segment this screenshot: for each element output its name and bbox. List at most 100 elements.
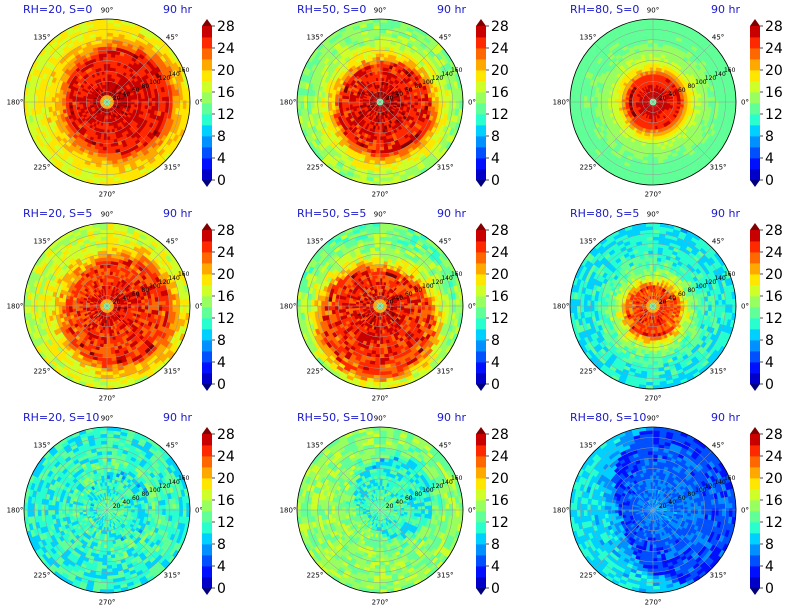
field-cell (381, 112, 384, 117)
field-cell (374, 160, 382, 165)
field-cell (384, 88, 388, 93)
field-cell (455, 100, 461, 109)
field-cell (362, 104, 367, 107)
field-cell (434, 105, 440, 113)
field-cell (96, 102, 101, 104)
field-cell (71, 95, 77, 100)
grid-spoke (321, 101, 381, 161)
panel-time-label: 90 hr (437, 3, 466, 16)
field-cell (711, 95, 716, 102)
field-cell (656, 99, 661, 102)
angle-label: 180° (280, 99, 297, 107)
field-cell (64, 102, 70, 107)
field-cell (131, 123, 138, 130)
field-cell (115, 93, 120, 97)
field-cell (366, 95, 371, 99)
field-cell (452, 93, 457, 102)
field-cell (101, 53, 107, 58)
field-cell (653, 102, 657, 104)
field-cell (431, 105, 436, 112)
angle-label: 0° (195, 99, 203, 107)
field-cell (313, 96, 318, 104)
field-cell (107, 100, 111, 102)
field-cell (348, 121, 354, 128)
field-cell (105, 98, 107, 102)
colorbar-segment (202, 81, 212, 93)
colorbar-segment (202, 158, 212, 170)
field-cell (96, 99, 101, 101)
field-cell (108, 73, 112, 79)
field-cell (96, 103, 101, 106)
field-cell (369, 102, 374, 104)
field-cell (58, 93, 63, 99)
field-cell (375, 104, 379, 109)
field-cell (110, 99, 115, 102)
field-cell (119, 94, 124, 98)
field-cell (379, 59, 384, 65)
field-cell (383, 98, 388, 101)
field-cell (305, 75, 312, 85)
field-cell (25, 73, 33, 83)
field-cell (320, 96, 325, 104)
field-cell (655, 115, 658, 120)
field-cell (101, 164, 109, 169)
field-cell (656, 98, 660, 101)
panel-2: 2040608010012014016090°45°0°315°270°225°… (280, 3, 509, 199)
radial-tick-label: 160 (178, 67, 190, 74)
field-cell (107, 146, 113, 151)
field-cell (353, 170, 363, 177)
field-cell (649, 143, 654, 148)
radial-tick-label: 40 (122, 91, 130, 98)
field-cell (158, 105, 163, 112)
panel-title: RH=50, S=0 (297, 3, 366, 16)
field-cell (98, 89, 102, 94)
field-cell (378, 46, 385, 51)
field-cell (654, 108, 657, 113)
field-cell (378, 25, 387, 30)
field-cell (68, 95, 73, 100)
field-cell (623, 124, 629, 130)
colorbar-tick-label: 4 (217, 151, 226, 167)
colorbar-extend-min (476, 180, 486, 187)
radial-tick-label: 100 (422, 79, 434, 86)
field-cell (653, 102, 655, 106)
field-cell (675, 126, 681, 132)
panel-title: RH=20, S=0 (23, 3, 92, 16)
field-cell (653, 98, 655, 102)
field-cell (155, 96, 160, 102)
field-cell (181, 121, 189, 131)
field-cell (651, 32, 660, 37)
field-cell (383, 99, 388, 102)
field-cell (383, 53, 389, 58)
angle-label: 225° (306, 164, 323, 172)
radial-tick-label: 120 (159, 75, 171, 82)
field-cell (659, 99, 664, 102)
colorbar-segment (202, 48, 212, 60)
field-cell (89, 95, 94, 99)
field-cell (373, 170, 382, 176)
field-cell (359, 105, 364, 108)
field-cell (310, 95, 315, 104)
field-cell (645, 103, 650, 106)
field-cell (99, 114, 103, 119)
field-cell (607, 102, 612, 107)
field-cell (652, 53, 658, 58)
field-cell (99, 32, 107, 37)
field-cell (377, 94, 380, 99)
angle-label: 0° (468, 99, 476, 107)
field-cell (631, 98, 636, 101)
colorbar-tick-label: 24 (491, 41, 509, 57)
field-cell (711, 100, 716, 108)
field-cell (380, 102, 384, 104)
field-cell (54, 97, 59, 103)
field-cell (102, 111, 105, 116)
field-cell (385, 110, 389, 115)
field-cell (354, 70, 361, 76)
field-cell (649, 100, 653, 102)
field-cell (371, 146, 377, 151)
field-cell (654, 104, 658, 109)
colorbar-segment (476, 103, 486, 115)
field-cell (708, 95, 713, 102)
field-cell (372, 111, 376, 116)
field-cell (104, 94, 107, 99)
